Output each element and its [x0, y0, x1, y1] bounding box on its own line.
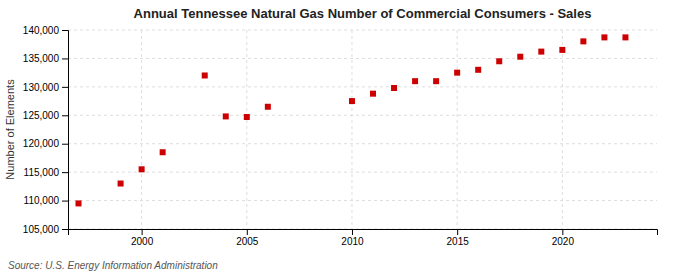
x-tick-label: 2020: [552, 236, 575, 247]
point: [76, 200, 82, 206]
points: [76, 34, 629, 206]
x-tick-label: 2010: [341, 236, 364, 247]
y-tick: 105,000: [23, 224, 68, 235]
point: [244, 114, 250, 120]
point: [265, 104, 271, 110]
x-tick: 2015: [447, 229, 470, 247]
point: [601, 34, 607, 40]
y-tick: 125,000: [23, 110, 68, 121]
source: Source: U.S. Energy Information Administ…: [8, 260, 218, 271]
x-grid-line: [351, 30, 352, 229]
y-tick-mark: [62, 229, 68, 230]
point: [622, 34, 628, 40]
x-tick-label: 2015: [447, 236, 470, 247]
y-tick-mark: [62, 144, 68, 145]
y-tick-mark: [62, 30, 68, 31]
point: [391, 85, 397, 91]
y-tick-mark: [62, 115, 68, 116]
y-tick-label: 135,000: [23, 53, 60, 64]
point: [223, 113, 229, 119]
y-tick-label: 105,000: [23, 224, 60, 235]
y-tick: 135,000: [23, 53, 68, 64]
y-tick: 130,000: [23, 82, 68, 93]
point: [349, 98, 355, 104]
x-axis: 2000 2005 2010 2015 2020: [69, 229, 658, 247]
y-grid-line: [68, 143, 657, 144]
point: [496, 58, 502, 64]
x-tick-mark: [247, 229, 248, 235]
point: [580, 38, 586, 44]
x-tick-label: 2005: [236, 236, 259, 247]
y-grid-line: [68, 30, 657, 31]
x-grid-line: [141, 30, 142, 229]
point: [118, 181, 124, 187]
y-tick: 140,000: [23, 25, 68, 36]
y-tick-label: 120,000: [23, 138, 60, 149]
x-grid-line: [246, 30, 247, 229]
x-tick: 2005: [236, 229, 259, 247]
y-axis-title: Number of Elements: [4, 79, 16, 180]
point: [517, 54, 523, 60]
x-tick-mark: [457, 229, 458, 235]
y-tick: 115,000: [24, 167, 68, 178]
y-tick: 120,000: [23, 138, 68, 149]
y-axis: 105,000 110,000 115,000 120,000 125,000 130,0…: [23, 25, 69, 235]
y-tick: 110,000: [24, 195, 68, 206]
x-tick-mark: [352, 229, 353, 235]
point: [370, 91, 376, 97]
y-tick-label: 110,000: [24, 195, 60, 206]
chart: 2000 2005 2010 2015 2020 105,000 110,000 115,00…: [0, 0, 675, 275]
y-tick-label: 125,000: [23, 110, 60, 121]
y-tick-label: 130,000: [23, 82, 60, 93]
x-tick-mark: [142, 229, 143, 235]
plot-area: 2000 2005 2010 2015 2020 105,000 110,000 115,00…: [23, 25, 658, 247]
x-grid-line: [457, 30, 458, 229]
x-tick-label: 2000: [131, 236, 154, 247]
point: [475, 67, 481, 73]
x-tick: 2000: [131, 229, 154, 247]
point: [433, 78, 439, 84]
grid: [68, 30, 657, 229]
x-tick-mark: [562, 229, 563, 235]
point: [538, 49, 544, 55]
point: [559, 47, 565, 53]
x-tick: 2020: [552, 229, 575, 247]
y-tick-mark: [62, 58, 68, 59]
y-grid-line: [68, 200, 657, 201]
x-tick: 2010: [341, 229, 364, 247]
point: [454, 70, 460, 76]
y-grid-line: [68, 58, 657, 59]
y-tick-label: 115,000: [24, 167, 60, 178]
x-grid-line: [562, 30, 563, 229]
y-grid-line: [68, 115, 657, 116]
point: [160, 149, 166, 155]
y-grid-line: [68, 172, 657, 173]
y-axis-line: [62, 31, 69, 230]
point: [139, 166, 145, 172]
x-axis-line: [69, 230, 658, 236]
y-grid-line: [68, 86, 657, 87]
y-tick-mark: [62, 87, 68, 88]
y-tick-label: 140,000: [23, 25, 60, 36]
point: [202, 72, 208, 78]
point: [412, 78, 418, 84]
y-tick-mark: [62, 201, 68, 202]
y-tick-mark: [62, 172, 68, 173]
title: Annual Tennessee Natural Gas Number of C…: [134, 6, 592, 21]
